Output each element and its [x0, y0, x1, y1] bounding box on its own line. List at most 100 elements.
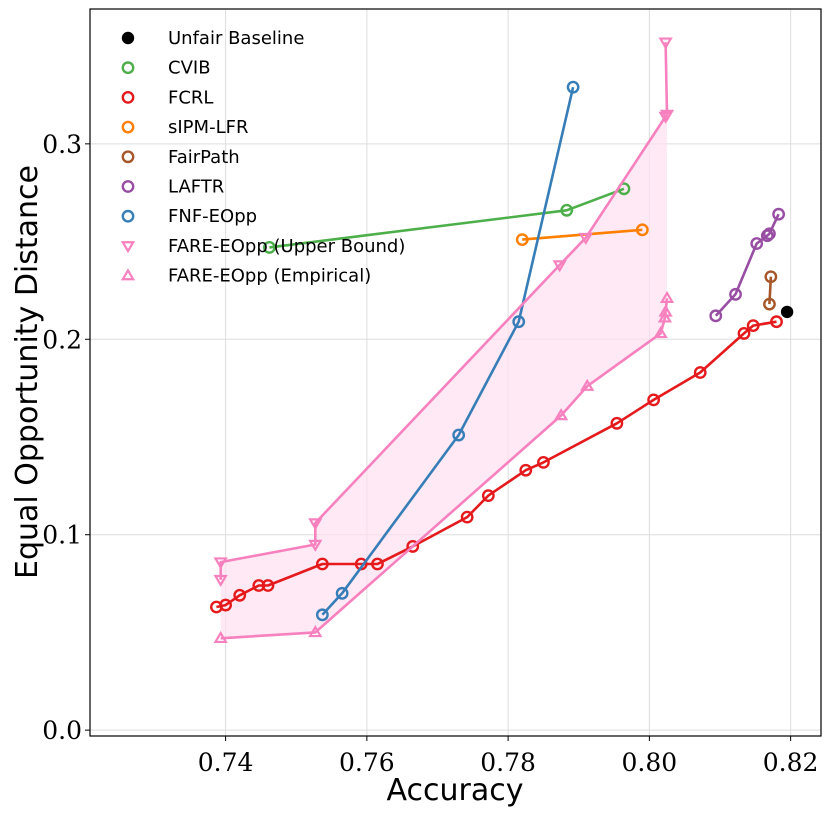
legend-item: FARE-EOpp (Empirical)	[120, 266, 371, 287]
data-point	[737, 327, 751, 340]
data-point	[233, 588, 247, 602]
data-point	[750, 237, 764, 250]
ticks: 0.74 0.76 0.78 0.80 0.82 0.0 0.1 0.2 0.3	[42, 130, 818, 777]
data-point	[252, 579, 266, 592]
y-tick-label: 0.2	[42, 325, 82, 354]
legend: Unfair Baseline CVIB FCRL sIPM-LFR FairPath L…	[120, 28, 405, 287]
legend-item: LAFTR	[121, 177, 224, 198]
x-tick-label: 0.74	[198, 748, 254, 777]
data-point	[772, 207, 786, 221]
data-point	[659, 109, 675, 122]
data-point	[578, 232, 593, 246]
data-point	[657, 310, 673, 323]
data-point	[566, 80, 580, 94]
data-point	[709, 309, 723, 323]
series-fcrl	[210, 315, 783, 614]
data-point	[770, 315, 783, 329]
data-point	[693, 366, 707, 379]
data-point	[261, 579, 275, 592]
legend-label: FARE-EOpp (Upper Bound)	[168, 236, 405, 257]
data-point	[460, 510, 474, 524]
data-point	[481, 489, 495, 503]
data-point	[560, 203, 574, 217]
series-layer	[210, 37, 794, 644]
x-tick-label: 0.78	[480, 748, 536, 777]
legend-item: Unfair Baseline	[121, 28, 304, 49]
data-point	[308, 539, 323, 552]
data-point	[308, 518, 323, 531]
series-line	[216, 320, 777, 609]
legend-label: sIPM-LFR	[168, 117, 248, 138]
legend-label: FARE-EOpp (Empirical)	[168, 266, 371, 287]
data-point	[763, 297, 776, 311]
legend-marker	[120, 241, 136, 254]
legend-marker	[121, 209, 135, 223]
fare-band-layer	[220, 114, 667, 639]
data-point	[653, 326, 668, 339]
plot-frame	[89, 8, 822, 737]
series-fairpath	[763, 270, 778, 311]
legend-item: sIPM-LFR	[121, 117, 248, 138]
series-fare-eopp-upper-bound	[213, 37, 675, 588]
data-point	[308, 625, 323, 638]
data-point	[746, 319, 760, 332]
data-point	[780, 305, 794, 319]
x-tick-label: 0.80	[622, 748, 678, 777]
data-point	[553, 408, 569, 421]
data-point	[658, 37, 673, 50]
series-fnf-eopp	[315, 80, 580, 622]
data-point	[760, 229, 774, 243]
data-point	[315, 557, 329, 571]
data-point	[515, 233, 529, 247]
legend-label: LAFTR	[168, 177, 224, 198]
data-point	[512, 315, 526, 329]
data-point	[262, 241, 276, 254]
legend-item: FNF-EOpp	[121, 206, 257, 227]
x-tick-label: 0.82	[763, 748, 819, 777]
legend-item: FCRL	[121, 87, 213, 108]
series-laftr	[709, 207, 786, 323]
data-point	[658, 304, 673, 317]
data-point	[635, 223, 649, 237]
legend-marker	[121, 150, 135, 164]
data-point	[371, 557, 384, 571]
y-axis-label: Equal Opportunity Distance	[10, 165, 45, 579]
y-tick-label: 0.3	[42, 130, 82, 159]
legend-label: Unfair Baseline	[168, 28, 304, 49]
data-point	[213, 630, 228, 644]
data-point	[406, 540, 420, 553]
x-axis-label: Accuracy	[387, 773, 524, 808]
x-tick-label: 0.76	[339, 748, 395, 777]
data-point	[580, 378, 595, 391]
data-point	[764, 270, 778, 284]
legend-marker	[120, 268, 136, 281]
legend-label: FNF-EOpp	[168, 206, 257, 227]
legend-marker	[121, 120, 135, 134]
legend-marker	[121, 31, 135, 45]
legend-label: FCRL	[168, 87, 213, 108]
data-point	[537, 455, 550, 469]
y-tick-label: 0.1	[42, 521, 82, 550]
data-point	[610, 416, 624, 430]
legend-item: FARE-EOpp (Upper Bound)	[120, 236, 405, 257]
data-point	[213, 557, 228, 570]
legend-item: FairPath	[121, 147, 240, 168]
data-point	[213, 574, 228, 588]
data-point	[729, 287, 742, 301]
series-line	[219, 42, 669, 580]
data-point	[452, 428, 466, 442]
data-point	[763, 227, 776, 241]
y-tick-label: 0.0	[42, 716, 82, 745]
legend-item: CVIB	[121, 58, 211, 79]
legend-marker	[121, 180, 135, 193]
series-line	[321, 86, 575, 616]
legend-label: CVIB	[168, 58, 211, 79]
data-point	[219, 598, 233, 612]
series-fare-eopp-empirical	[213, 290, 675, 644]
data-point	[315, 608, 329, 622]
data-point	[647, 393, 661, 407]
legend-label: FairPath	[168, 147, 240, 168]
legend-marker	[121, 61, 135, 75]
